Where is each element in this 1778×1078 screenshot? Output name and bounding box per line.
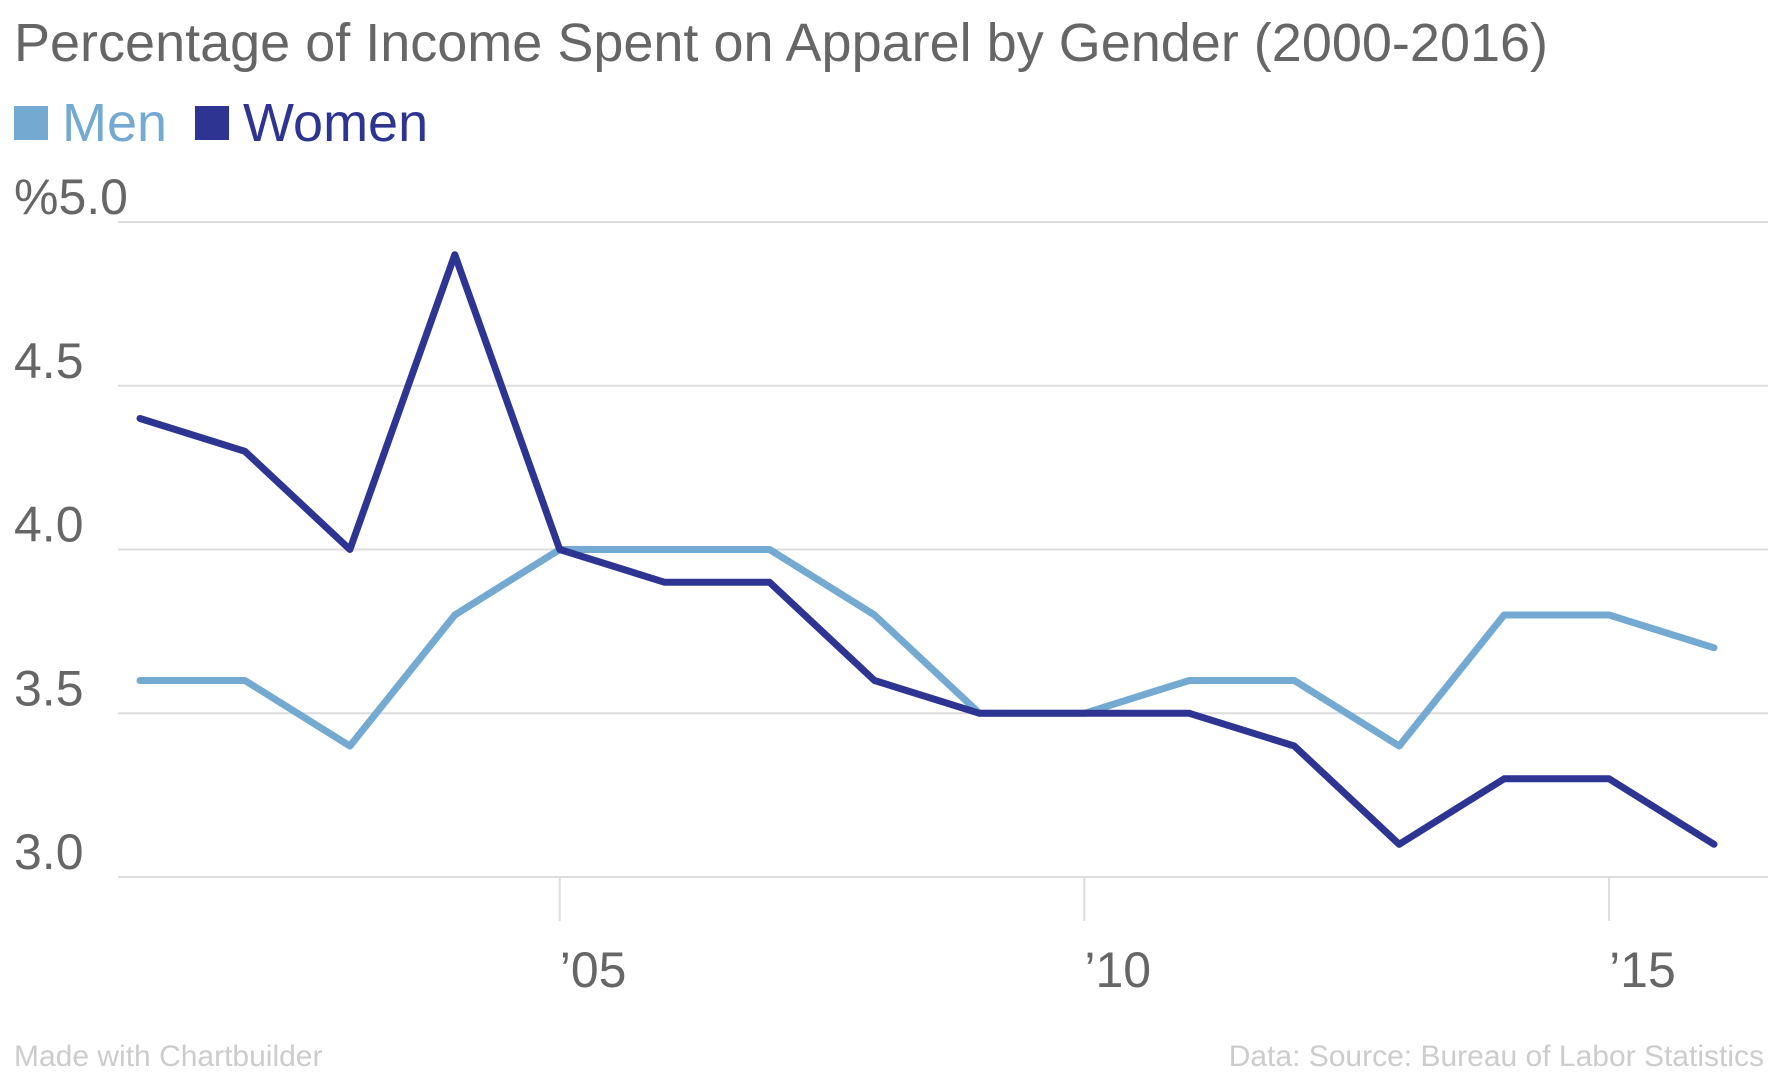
x-tick-label: ’05 (560, 942, 627, 998)
series-layer (136, 251, 1718, 848)
y-tick-label: 4.0 (14, 497, 84, 553)
chart-title: Percentage of Income Spent on Apparel by… (14, 13, 1549, 73)
y-axis-ticks: %5.0 4.5 4.0 3.5 3.0 (14, 169, 128, 880)
x-axis-ticks: ’05 ’10 ’15 (558, 877, 1676, 998)
legend: Men Women (14, 92, 456, 154)
legend-label-women: Women (243, 93, 429, 153)
y-tick-label: 4.5 (14, 333, 84, 389)
series-line-women (136, 251, 1718, 848)
y-tick-label: 3.0 (14, 824, 84, 880)
legend-label-men: Men (62, 93, 168, 153)
x-tick-label: ’15 (1609, 942, 1676, 998)
series-line-men (136, 546, 1718, 750)
legend-item-men: Men (14, 92, 167, 154)
credit-text: Made with Chartbuilder (14, 1040, 323, 1073)
source-text: Data: Source: Bureau of Labor Statistics (1228, 1040, 1764, 1073)
legend-item-women: Women (195, 92, 428, 154)
legend-swatch-women (195, 106, 230, 140)
y-tick-label: 3.5 (14, 660, 84, 716)
grid-layer (118, 221, 1768, 878)
y-tick-label: %5.0 (14, 169, 128, 225)
x-tick-label: ’10 (1084, 942, 1151, 998)
legend-swatch-men (14, 106, 48, 140)
